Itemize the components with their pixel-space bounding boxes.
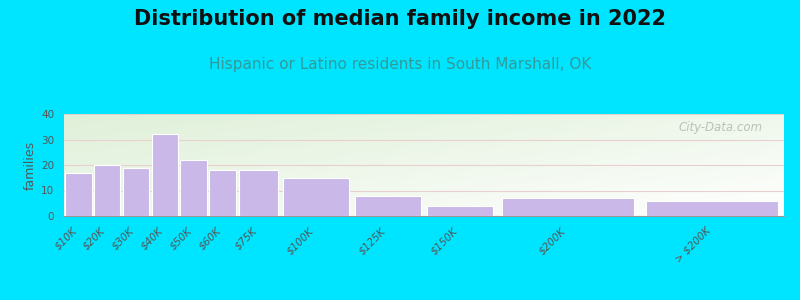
Bar bbox=[151, 134, 178, 216]
Bar bbox=[122, 167, 150, 216]
Y-axis label: families: families bbox=[24, 140, 37, 190]
Bar bbox=[94, 165, 121, 216]
Bar bbox=[283, 178, 349, 216]
Bar bbox=[209, 170, 236, 216]
Text: Distribution of median family income in 2022: Distribution of median family income in … bbox=[134, 9, 666, 29]
Bar bbox=[180, 160, 207, 216]
Bar bbox=[65, 172, 92, 216]
Bar bbox=[238, 170, 278, 216]
Bar bbox=[502, 198, 634, 216]
Bar bbox=[355, 196, 421, 216]
Text: City-Data.com: City-Data.com bbox=[678, 121, 762, 134]
Bar bbox=[646, 201, 778, 216]
Text: Hispanic or Latino residents in South Marshall, OK: Hispanic or Latino residents in South Ma… bbox=[209, 57, 591, 72]
Bar bbox=[427, 206, 493, 216]
